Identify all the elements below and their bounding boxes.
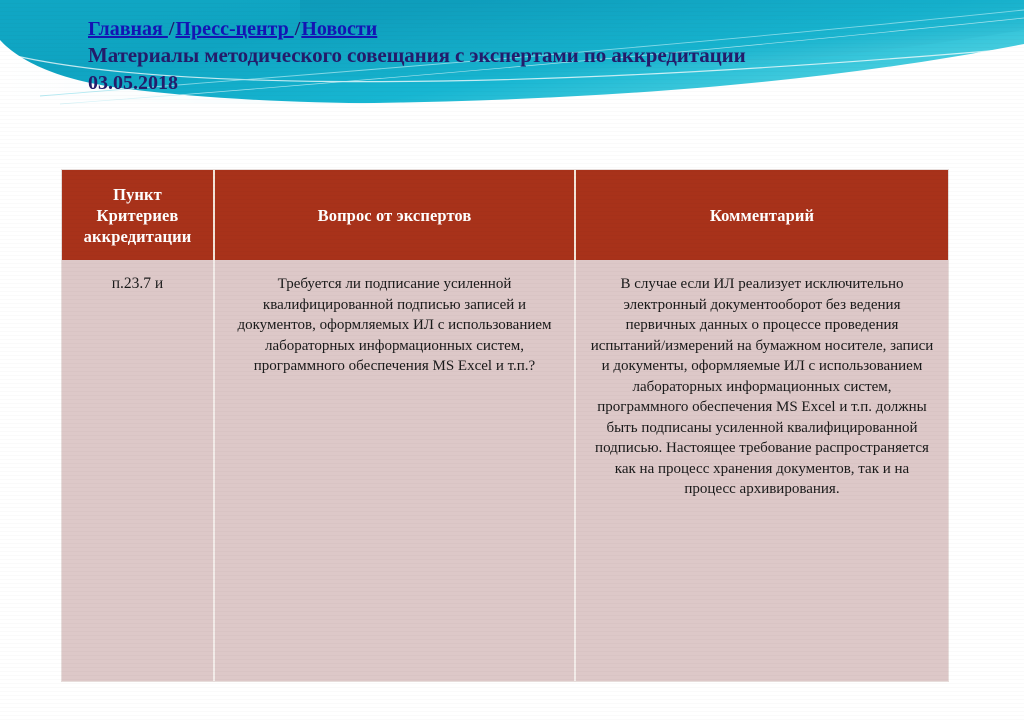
cell-clause: п.23.7 и	[62, 260, 215, 681]
page-title: Материалы методического совещания с эксп…	[88, 43, 746, 67]
column-header-clause-line1: Пункт	[113, 184, 162, 204]
page-date: 03.05.2018	[88, 72, 178, 94]
table-row: п.23.7 и Требуется ли подписание усиленн…	[62, 260, 948, 681]
column-header-clause: Пункт Критериев аккредитации	[62, 170, 215, 260]
breadcrumb: Главная /Пресс-центр /Новости	[88, 16, 868, 42]
breadcrumb-item-home[interactable]: Главная	[88, 18, 168, 40]
decorative-banner	[0, 0, 1024, 120]
page-header: Главная /Пресс-центр /Новости Материалы …	[88, 16, 868, 97]
column-header-question: Вопрос от экспертов	[213, 170, 576, 260]
column-header-clause-line2: Критериев	[96, 205, 179, 225]
questions-table: Пункт Критериев аккредитации Вопрос от э…	[62, 170, 948, 681]
column-header-clause-line3: аккредитации	[83, 226, 192, 246]
cell-comment: В случае если ИЛ реализует исключительно…	[574, 260, 948, 681]
table-header-row: Пункт Критериев аккредитации Вопрос от э…	[62, 170, 948, 260]
breadcrumb-item-news[interactable]: Новости	[301, 18, 378, 40]
breadcrumb-item-press-center[interactable]: Пресс-центр	[175, 18, 294, 40]
breadcrumb-separator: /	[168, 18, 175, 40]
column-header-comment: Комментарий	[574, 170, 948, 260]
breadcrumb-separator: /	[294, 18, 301, 40]
cell-question: Требуется ли подписание усиленной квалиф…	[213, 260, 576, 681]
